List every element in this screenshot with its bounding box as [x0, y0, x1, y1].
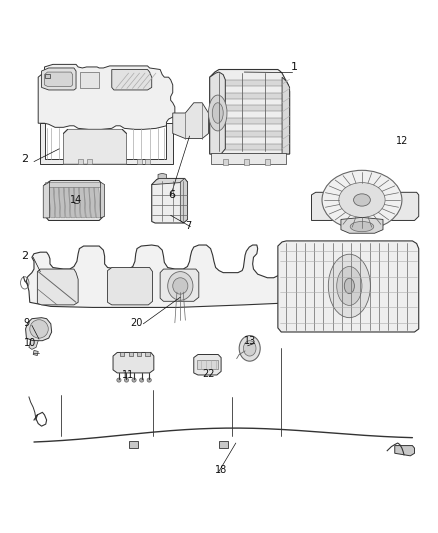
Polygon shape: [37, 269, 78, 305]
Polygon shape: [94, 184, 100, 218]
Polygon shape: [100, 182, 105, 218]
Polygon shape: [282, 77, 290, 154]
Polygon shape: [212, 118, 287, 124]
Ellipse shape: [339, 183, 385, 217]
Text: 20: 20: [131, 318, 143, 328]
Ellipse shape: [147, 378, 151, 382]
Ellipse shape: [140, 378, 144, 382]
Text: 7: 7: [185, 221, 191, 231]
Polygon shape: [46, 182, 100, 187]
Polygon shape: [160, 269, 199, 301]
Polygon shape: [45, 74, 50, 78]
Polygon shape: [74, 184, 80, 218]
Polygon shape: [223, 159, 228, 165]
Ellipse shape: [350, 222, 374, 232]
Polygon shape: [113, 352, 154, 373]
Polygon shape: [64, 130, 127, 164]
Polygon shape: [212, 106, 287, 111]
Ellipse shape: [239, 336, 260, 361]
Polygon shape: [210, 69, 290, 154]
Text: 6: 6: [169, 190, 176, 200]
Text: 13: 13: [244, 336, 257, 346]
Polygon shape: [79, 184, 85, 218]
Polygon shape: [25, 318, 52, 341]
Text: 22: 22: [202, 369, 215, 379]
Polygon shape: [244, 159, 249, 165]
Polygon shape: [29, 341, 38, 350]
Polygon shape: [158, 173, 166, 179]
Polygon shape: [210, 72, 225, 154]
Polygon shape: [152, 179, 187, 223]
Polygon shape: [212, 131, 287, 137]
Polygon shape: [33, 350, 38, 356]
Polygon shape: [84, 184, 90, 218]
Polygon shape: [278, 241, 419, 332]
Polygon shape: [40, 123, 173, 164]
Polygon shape: [112, 69, 152, 90]
Polygon shape: [26, 245, 283, 308]
Polygon shape: [152, 179, 187, 184]
Polygon shape: [212, 144, 287, 150]
Polygon shape: [120, 352, 124, 356]
Polygon shape: [180, 179, 187, 223]
Ellipse shape: [132, 378, 136, 382]
Polygon shape: [54, 184, 60, 218]
Polygon shape: [64, 184, 70, 218]
Polygon shape: [49, 184, 55, 218]
Text: 2: 2: [21, 154, 28, 164]
Ellipse shape: [322, 171, 402, 230]
Polygon shape: [265, 159, 270, 165]
Ellipse shape: [328, 254, 371, 318]
Ellipse shape: [353, 194, 371, 206]
Polygon shape: [173, 103, 208, 139]
Polygon shape: [89, 184, 95, 218]
Text: 11: 11: [122, 370, 134, 380]
Polygon shape: [129, 352, 133, 356]
Polygon shape: [78, 159, 83, 164]
Ellipse shape: [337, 266, 362, 305]
Polygon shape: [87, 159, 92, 164]
Polygon shape: [69, 184, 75, 218]
Ellipse shape: [344, 278, 354, 294]
Polygon shape: [137, 352, 141, 356]
Polygon shape: [137, 159, 142, 164]
Polygon shape: [129, 441, 138, 448]
Text: 9: 9: [24, 318, 30, 328]
Polygon shape: [219, 441, 228, 448]
Polygon shape: [311, 192, 419, 221]
Text: 1: 1: [291, 61, 298, 71]
Polygon shape: [212, 93, 287, 99]
Text: 10: 10: [24, 338, 36, 349]
Polygon shape: [45, 181, 103, 221]
Polygon shape: [45, 72, 73, 86]
Polygon shape: [38, 64, 175, 130]
Ellipse shape: [124, 378, 129, 382]
Ellipse shape: [208, 95, 227, 131]
Ellipse shape: [168, 272, 193, 300]
Polygon shape: [145, 352, 150, 356]
Polygon shape: [145, 159, 151, 164]
Polygon shape: [108, 268, 152, 305]
Polygon shape: [341, 217, 383, 233]
Ellipse shape: [173, 278, 188, 294]
Ellipse shape: [244, 341, 256, 356]
Text: 18: 18: [215, 465, 227, 475]
Polygon shape: [59, 184, 65, 218]
Polygon shape: [80, 72, 99, 88]
Ellipse shape: [212, 103, 223, 123]
Ellipse shape: [30, 320, 48, 338]
Polygon shape: [194, 354, 221, 375]
Polygon shape: [43, 182, 49, 218]
Polygon shape: [395, 446, 414, 456]
Text: 12: 12: [396, 136, 408, 146]
Text: 2: 2: [21, 252, 28, 261]
Polygon shape: [212, 153, 286, 164]
Text: 14: 14: [70, 195, 82, 205]
Polygon shape: [197, 360, 218, 369]
Polygon shape: [42, 68, 76, 90]
Polygon shape: [212, 80, 287, 86]
Ellipse shape: [117, 378, 121, 382]
